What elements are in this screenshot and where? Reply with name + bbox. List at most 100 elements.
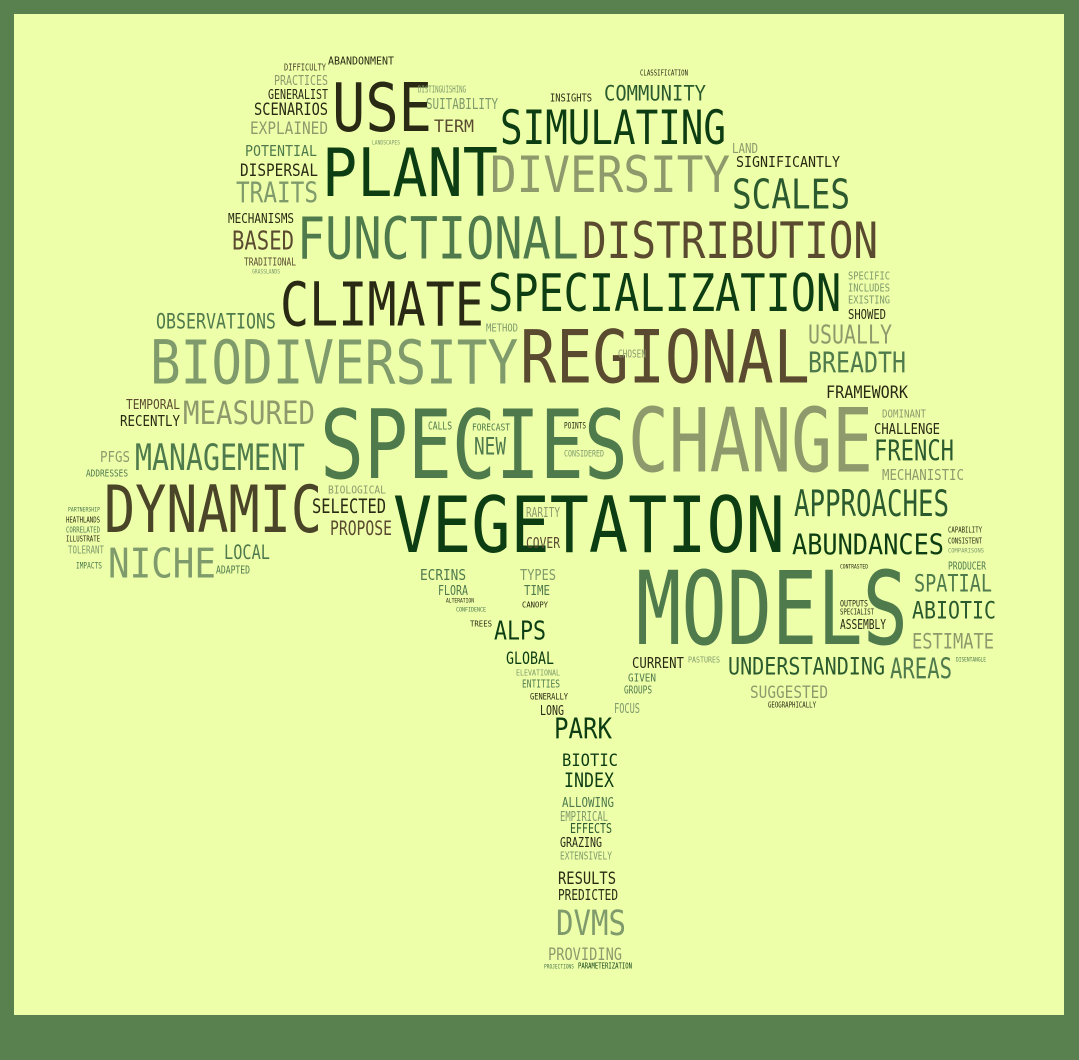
cloud-word-potential: POTENTIAL (245, 142, 317, 161)
cloud-word-difficulty: DIFFICULTY (284, 62, 326, 74)
word-cloud-canvas: SPECIES MODELS VEGETATION CHANGE REGIONAL BIO… (14, 14, 1064, 1015)
cloud-word-index: INDEX (564, 769, 615, 793)
cloud-word-types: TYPES (520, 566, 557, 585)
cloud-word-time: TIME (524, 582, 551, 599)
cloud-word-practices: PRACTICES (274, 72, 328, 89)
cloud-word-functional: FUNCTIONAL (297, 204, 579, 273)
cloud-word-simulating: SIMULATING (500, 100, 726, 156)
cloud-word-suggested: SUGGESTED (750, 681, 829, 703)
cloud-word-traits: TRAITS (236, 177, 318, 211)
cloud-word-park: PARK (554, 713, 612, 747)
cloud-word-specialization: SPECIALIZATION (488, 263, 842, 325)
cloud-word-adapted: ADAPTED (216, 564, 251, 577)
cloud-word-pfgs: PFGS (100, 448, 131, 467)
cloud-word-producer: PRODUCER (948, 560, 987, 573)
cloud-word-chosen: CHOSEN (618, 348, 646, 361)
cloud-word-providing: PROVIDING (548, 943, 623, 965)
cloud-word-estimate: ESTIMATE (912, 627, 994, 654)
cloud-word-areas: AREAS (890, 653, 952, 687)
cloud-word-use: USE (332, 68, 433, 148)
cloud-word-explained: EXPLAINED (250, 117, 329, 139)
cloud-word-assembly: ASSEMBLY (840, 616, 887, 633)
cloud-word-allowing: ALLOWING (562, 794, 615, 811)
cloud-word-considered: CONSIDERED (564, 448, 604, 459)
cloud-word-abandonment: ABANDONMENT (328, 55, 395, 68)
cloud-word-entities: ENTITIES (522, 678, 561, 691)
cloud-word-observations: OBSERVATIONS (156, 307, 276, 334)
cloud-word-capability: CAPABILITY (948, 525, 983, 535)
cloud-word-biological: BIOLOGICAL (328, 484, 386, 497)
cloud-word-alps: ALPS (494, 615, 547, 647)
cloud-word-tolerant: TOLERANT (68, 544, 104, 557)
cloud-word-biodiversity: BIODIVERSITY (150, 328, 519, 399)
cloud-word-geographically: GEOGRAPHICALLY (768, 700, 817, 710)
cloud-word-trees: TREES (470, 619, 493, 629)
cloud-word-community: COMMUNITY (604, 79, 706, 106)
cloud-word-challenge: CHALLENGE (874, 420, 940, 439)
cloud-word-existing: EXISTING (848, 294, 891, 307)
cloud-word-canopy: CANOPY (522, 600, 549, 610)
cloud-word-vegetation: VEGETATION (393, 479, 785, 571)
cloud-word-change: CHANGE (628, 390, 873, 494)
cloud-word-correlated: CORRELATED (66, 525, 101, 535)
cloud-word-scales: SCALES (732, 170, 851, 219)
cloud-word-elevational: ELEVATIONAL (516, 668, 560, 678)
cloud-word-measured: MEASURED (183, 394, 316, 433)
cloud-word-outputs: OUTPUTS (840, 598, 868, 609)
cloud-word-heathlands: HEATHLANDS (66, 515, 101, 525)
cloud-word-projections: PROJECTIONS (544, 962, 575, 971)
cloud-word-disentangle: DISENTANGLE (956, 655, 987, 664)
cloud-word-illustrate: ILLUSTRATE (66, 534, 101, 544)
cloud-word-groups: GROUPS (624, 684, 652, 697)
cloud-word-includes: INCLUDES (848, 282, 891, 295)
cloud-word-management: MANAGEMENT (135, 436, 305, 480)
cloud-word-usually: USUALLY (808, 319, 892, 351)
cloud-word-long: LONG (540, 702, 564, 719)
cloud-word-ecrins: ECRINS (420, 566, 467, 585)
cloud-word-comparisons: COMPARISONS (948, 546, 985, 555)
cloud-word-scenarios: SCENARIOS (254, 98, 329, 120)
cloud-word-dominant: DOMINANT (882, 408, 927, 421)
cloud-word-climate: CLIMATE (280, 270, 484, 341)
cloud-word-generally: GENERALLY (530, 691, 569, 702)
cloud-word-contrasted: CONTRASTED (840, 562, 868, 571)
cloud-word-addresses: ADDRESSES (86, 468, 129, 480)
cloud-word-method: METHOD (486, 322, 519, 335)
cloud-word-parameterization: PARAMETERIZATION (578, 961, 633, 971)
cloud-word-regional: REGIONAL (520, 315, 810, 401)
cloud-word-mechanisms: MECHANISMS (228, 210, 295, 227)
cloud-word-propose: PROPOSE (330, 517, 392, 541)
cloud-word-forecast: FORECAST (472, 422, 511, 434)
cloud-word-insights: INSIGHTS (550, 92, 593, 105)
cloud-word-biotic: BIOTIC (562, 749, 619, 771)
cloud-word-specialist: SPECIALIST (840, 607, 875, 617)
cloud-word-local: LOCAL (224, 541, 271, 565)
cloud-word-dispersal: DISPERSAL (240, 159, 319, 181)
cloud-word-dvms: DVMS (556, 902, 626, 944)
cloud-word-specific: SPECIFIC (848, 270, 891, 283)
cloud-word-selected: SELECTED (312, 495, 387, 519)
cloud-word-impacts: IMPACTS (76, 560, 102, 571)
cloud-word-significantly: SIGNIFICANTLY (736, 153, 840, 172)
cloud-word-recently: RECENTLY (120, 412, 181, 431)
cloud-word-flora: FLORA (438, 582, 468, 599)
cloud-word-focus: FOCUS (614, 700, 641, 717)
cloud-word-landscapes: LANDSCAPES (372, 138, 400, 147)
cloud-word-approaches: APPROACHES (794, 482, 949, 526)
cloud-word-suitability: SUITABILITY (426, 95, 499, 114)
cloud-word-given: GIVEN (628, 672, 657, 685)
cloud-word-partnership: PARTNERSHIP (68, 505, 100, 514)
cloud-word-points: POINTS (564, 420, 586, 431)
cloud-word-calls: CALLS (428, 420, 452, 433)
cloud-word-current: CURRENT (632, 654, 684, 673)
cloud-word-grasslands: GRASSLANDS (252, 267, 280, 276)
cloud-word-alteration: ALTERATION (446, 596, 474, 605)
cloud-word-consistent: CONSISTENT (948, 536, 983, 546)
cloud-word-results: RESULTS (558, 867, 616, 889)
cloud-word-based: BASED (232, 225, 294, 257)
cloud-word-cover: COVER (526, 534, 561, 553)
cloud-word-abundances: ABUNDANCES (792, 529, 945, 563)
cloud-word-showed: SHOWED (848, 306, 887, 323)
cloud-word-mechanistic: MECHANISTIC (882, 466, 964, 485)
cloud-word-diversity: DIVERSITY (490, 145, 731, 204)
